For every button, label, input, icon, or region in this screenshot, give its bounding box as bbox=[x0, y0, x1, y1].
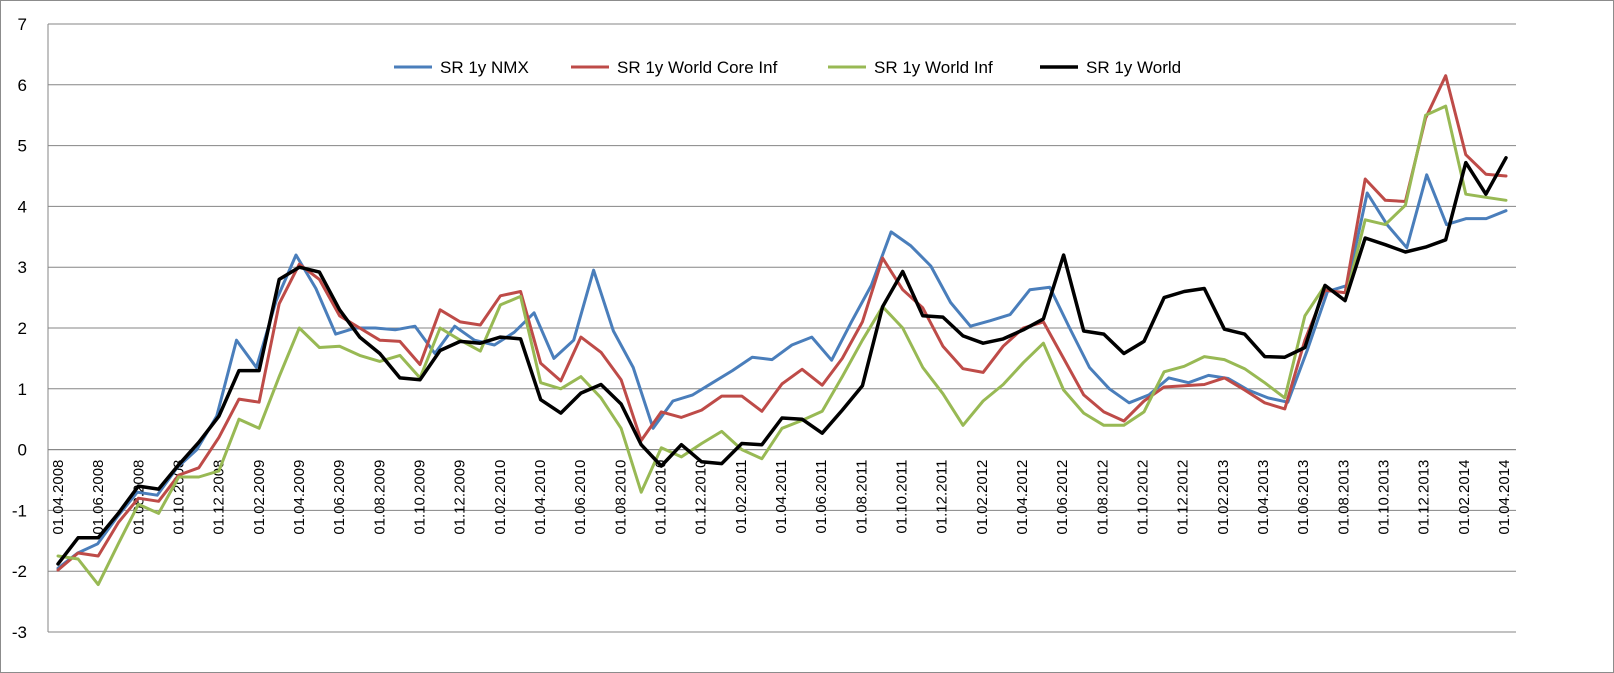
x-tick-label: 01.10.2011 bbox=[894, 460, 911, 534]
x-tick-label: 01.12.2011 bbox=[934, 460, 951, 534]
x-tick-label: 01.02.2011 bbox=[733, 460, 750, 534]
y-tick-label: -1 bbox=[12, 501, 27, 520]
series-line-3 bbox=[56, 104, 1508, 587]
x-tick-label: 01.04.2013 bbox=[1255, 460, 1272, 535]
legend-label-4: SR 1y World bbox=[1086, 58, 1181, 77]
x-tick-label: 01.02.2012 bbox=[974, 460, 991, 535]
y-tick-label: 6 bbox=[18, 76, 27, 95]
x-tick-label: 01.02.2013 bbox=[1215, 460, 1232, 535]
x-tick-label: 01.02.2009 bbox=[251, 460, 268, 535]
y-tick-label: -3 bbox=[12, 623, 27, 642]
x-tick-label: 01.10.2012 bbox=[1135, 460, 1152, 535]
x-tick-label: 01.08.2009 bbox=[371, 460, 388, 535]
x-tick-label: 01.04.2011 bbox=[773, 460, 790, 534]
x-tick-label: 01.06.2013 bbox=[1295, 460, 1312, 535]
y-tick-label: 1 bbox=[18, 380, 27, 399]
x-tick-label: 01.06.2012 bbox=[1054, 460, 1071, 535]
x-tick-label: 01.12.2008 bbox=[211, 460, 228, 535]
x-tick-label: 01.12.2009 bbox=[452, 460, 469, 535]
y-tick-label: -2 bbox=[12, 562, 27, 581]
x-tick-label: 01.10.2009 bbox=[412, 460, 429, 535]
x-tick-label: 01.02.2014 bbox=[1456, 460, 1473, 535]
x-tick-label: 01.04.2012 bbox=[1014, 460, 1031, 535]
x-tick-label: 01.04.2008 bbox=[50, 460, 67, 535]
x-tick-label: 01.12.2012 bbox=[1175, 460, 1192, 535]
x-tick-label: 01.06.2009 bbox=[331, 460, 348, 535]
x-tick-label: 01.02.2010 bbox=[492, 460, 509, 535]
x-tick-label: 01.04.2014 bbox=[1496, 460, 1513, 535]
x-tick-label: 01.06.2010 bbox=[572, 460, 589, 535]
legend-label-1: SR 1y NMX bbox=[440, 58, 529, 77]
x-tick-label: 01.06.2008 bbox=[90, 460, 107, 535]
series-line-2 bbox=[56, 74, 1508, 572]
y-tick-label: 2 bbox=[18, 319, 27, 338]
gridlines bbox=[48, 23, 1516, 633]
y-tick-label: 7 bbox=[18, 15, 27, 34]
series-line-4 bbox=[56, 156, 1508, 566]
x-tick-label: 01.08.2013 bbox=[1335, 460, 1352, 535]
axes bbox=[47, 24, 1516, 632]
x-tick-label: 01.08.2012 bbox=[1094, 460, 1111, 535]
y-tick-label: 0 bbox=[18, 441, 27, 460]
legend-label-2: SR 1y World Core Inf bbox=[617, 58, 778, 77]
y-axis-tick-labels: -3 -2 -1 0 1 2 3 4 5 6 7 bbox=[12, 15, 27, 642]
legend: SR 1y NMX SR 1y World Core Inf SR 1y World… bbox=[394, 58, 1181, 77]
x-tick-label: 01.10.2013 bbox=[1376, 460, 1393, 535]
x-tick-label: 01.06.2011 bbox=[813, 460, 830, 534]
x-axis-tick-labels: 01.04.2008 01.06.2008 01.08.2008 01.10.2008… bbox=[50, 460, 1513, 535]
series-line-1 bbox=[56, 173, 1508, 570]
x-tick-label: 01.04.2009 bbox=[291, 460, 308, 535]
y-tick-label: 3 bbox=[18, 258, 27, 277]
y-tick-label: 4 bbox=[18, 197, 27, 216]
y-tick-label: 5 bbox=[18, 137, 27, 156]
x-tick-label: 01.12.2013 bbox=[1416, 460, 1433, 535]
x-tick-label: 01.08.2010 bbox=[612, 460, 629, 535]
legend-label-3: SR 1y World Inf bbox=[874, 58, 993, 77]
x-tick-label: 01.04.2010 bbox=[532, 460, 549, 535]
x-tick-label: 01.12.2010 bbox=[693, 460, 710, 535]
series-lines bbox=[56, 74, 1508, 587]
x-tick-label: 01.10.2010 bbox=[653, 460, 670, 535]
x-tick-label: 01.08.2011 bbox=[853, 460, 870, 534]
